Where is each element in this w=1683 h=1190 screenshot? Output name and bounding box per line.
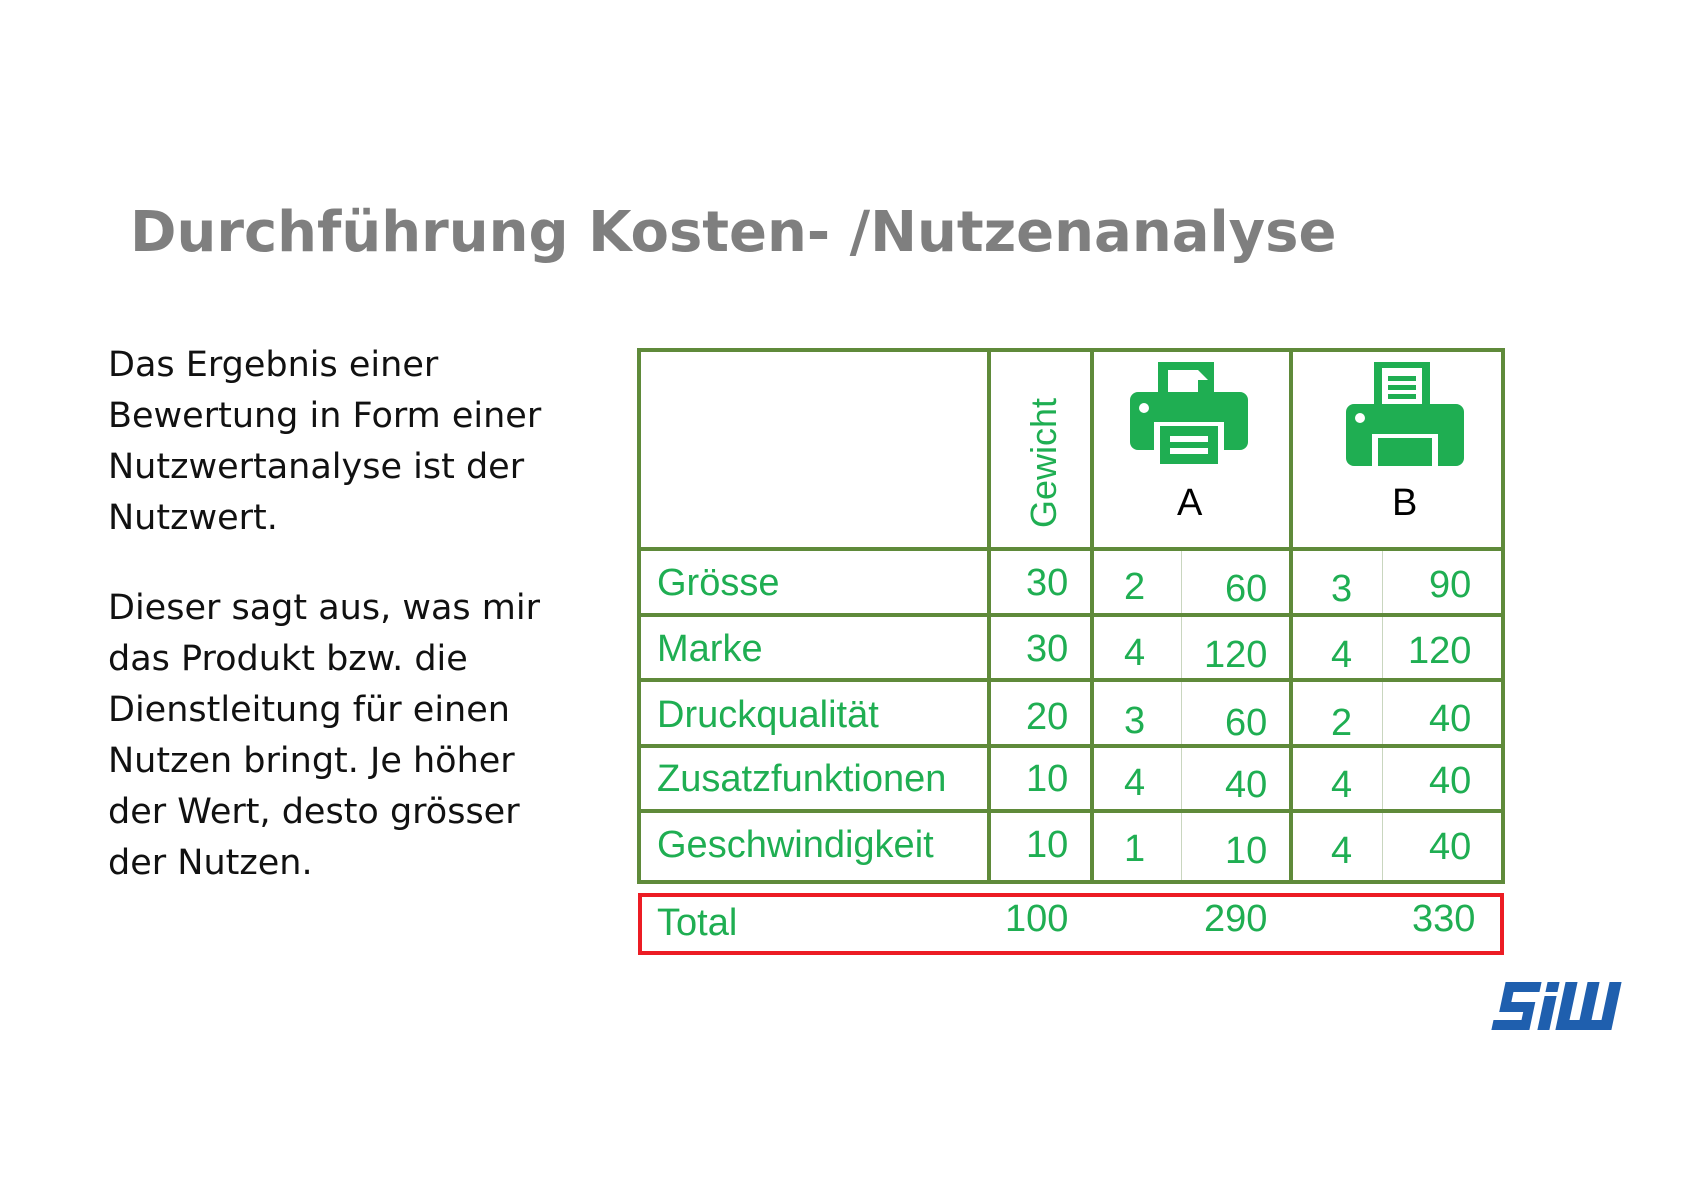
subcolumn-divider	[1181, 550, 1182, 880]
row-divider	[637, 678, 1505, 682]
criterion-label: Zusatzfunktionen	[657, 758, 947, 800]
siw-logo	[1491, 982, 1622, 1030]
text-line: Das Ergebnis einer	[108, 345, 439, 385]
subcolumn-divider	[1382, 550, 1383, 880]
printer-icon	[1130, 362, 1248, 466]
a-value: 120	[1204, 634, 1268, 676]
a-score: 2	[1124, 566, 1146, 608]
total-b-value: 330	[1412, 898, 1476, 940]
text-line: Nutzen bringt. Je höher	[108, 741, 515, 781]
a-value: 60	[1225, 702, 1268, 744]
a-score: 1	[1124, 828, 1146, 870]
text-line: Dieser sagt aus, was mir	[108, 588, 540, 628]
table-border	[637, 880, 1505, 884]
table-border	[637, 348, 1505, 352]
product-b-label: B	[1392, 482, 1418, 524]
text-line: Nutzwertanalyse ist der	[108, 447, 525, 487]
b-value: 40	[1429, 760, 1472, 802]
a-value: 40	[1225, 764, 1268, 806]
text-line: der Wert, desto grösser	[108, 792, 520, 832]
b-score: 4	[1331, 764, 1353, 806]
total-row-highlight	[638, 893, 1504, 955]
text-line: Nutzwert.	[108, 498, 278, 538]
text-line: der Nutzen.	[108, 843, 313, 883]
row-divider	[637, 613, 1505, 617]
text-line: Bewertung in Form einer	[108, 396, 542, 436]
criterion-label: Geschwindigkeit	[657, 824, 934, 866]
total-a-value: 290	[1204, 898, 1268, 940]
a-value: 10	[1225, 830, 1268, 872]
b-score: 4	[1331, 634, 1353, 676]
weight-value: 10	[1026, 824, 1069, 866]
weight-value: 30	[1026, 628, 1069, 670]
text-line: Dienstleitung für einen	[108, 690, 510, 730]
criterion-label: Grösse	[657, 562, 780, 604]
b-score: 4	[1331, 830, 1353, 872]
b-value: 120	[1408, 630, 1472, 672]
page-title: Durchführung Kosten- /Nutzenanalyse	[130, 200, 1337, 265]
b-value: 40	[1429, 698, 1472, 740]
b-score: 2	[1331, 702, 1353, 744]
row-divider	[637, 744, 1505, 748]
criterion-label: Druckqualität	[657, 694, 879, 736]
b-value: 90	[1429, 564, 1472, 606]
b-score: 3	[1331, 568, 1353, 610]
b-value: 40	[1429, 826, 1472, 868]
row-divider	[637, 547, 1505, 551]
a-score: 4	[1124, 762, 1146, 804]
weight-value: 10	[1026, 758, 1069, 800]
intro-paragraph: Das Ergebnis einer Bewertung in Form ein…	[108, 340, 548, 544]
a-value: 60	[1225, 568, 1268, 610]
weight-value: 20	[1026, 696, 1069, 738]
row-divider	[637, 809, 1505, 813]
criterion-label: Marke	[657, 628, 763, 670]
explanation-paragraph: Dieser sagt aus, was mir das Produkt bzw…	[108, 583, 548, 889]
product-a-label: A	[1177, 482, 1203, 524]
weight-header: Gewicht	[1023, 397, 1064, 528]
printer-icon	[1346, 362, 1464, 466]
total-label: Total	[657, 902, 738, 944]
weight-value: 30	[1026, 562, 1069, 604]
text-line: das Produkt bzw. die	[108, 639, 468, 679]
a-score: 4	[1124, 632, 1146, 674]
total-weight: 100	[1005, 898, 1069, 940]
a-score: 3	[1124, 700, 1146, 742]
